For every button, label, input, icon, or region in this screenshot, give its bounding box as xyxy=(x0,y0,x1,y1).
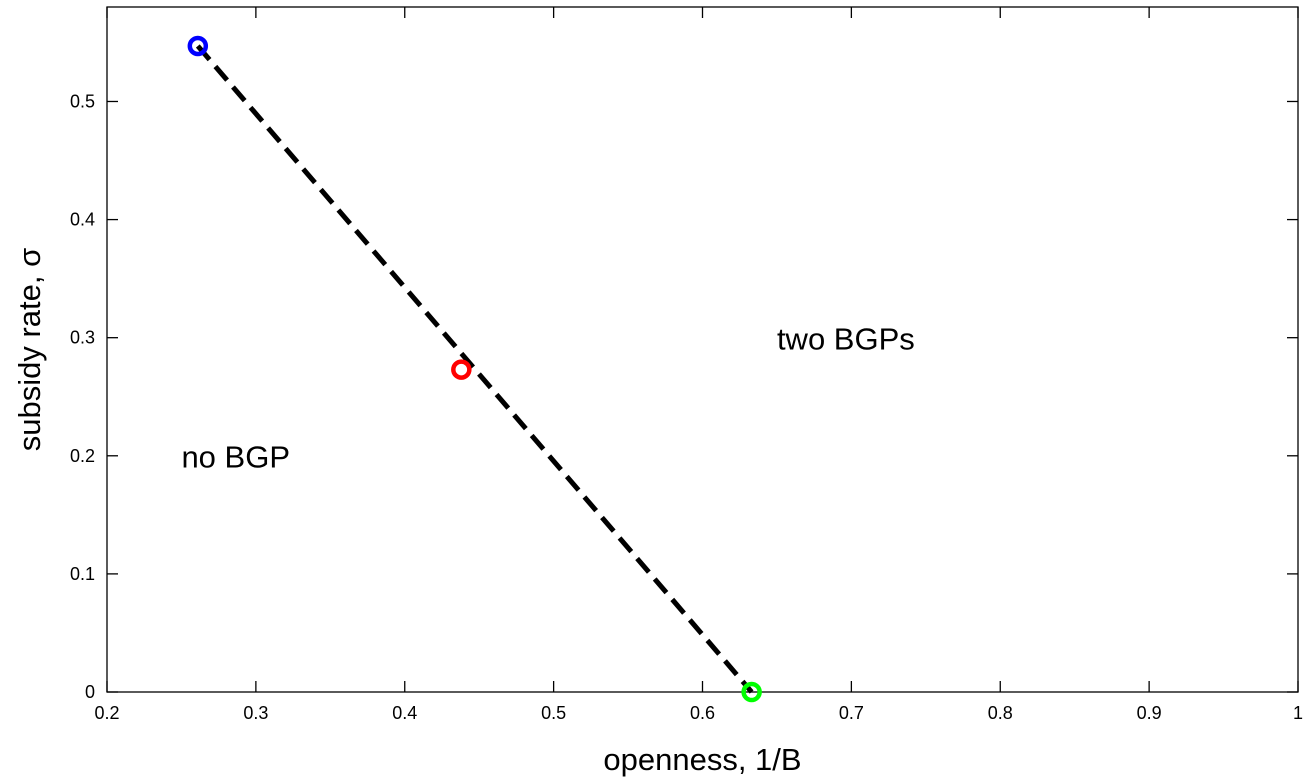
y-axis-label: subsidy rate, σ xyxy=(12,248,47,452)
x-tick-label: 0.4 xyxy=(392,703,417,723)
x-tick-label: 0.6 xyxy=(690,703,715,723)
x-axis-label: openness, 1/B xyxy=(603,742,801,777)
y-tick-label: 0.5 xyxy=(70,91,95,111)
marker-layer xyxy=(187,35,762,703)
y-tick-label: 0.2 xyxy=(70,446,95,466)
x-tick-label: 0.9 xyxy=(1137,703,1162,723)
plot-frame xyxy=(106,6,1299,693)
x-tick-label: 0.8 xyxy=(988,703,1013,723)
x-tick-label: 0.2 xyxy=(94,703,119,723)
data-point-marker xyxy=(451,359,472,380)
data-point-marker xyxy=(187,35,209,57)
region-annotation: no BGP xyxy=(181,440,290,475)
y-tick-label: 0.3 xyxy=(70,328,95,348)
x-tick-label: 1 xyxy=(1293,703,1303,723)
series-layer xyxy=(195,44,754,694)
x-tick-label: 0.5 xyxy=(541,703,566,723)
series-line xyxy=(195,44,754,694)
y-tick-label: 0.4 xyxy=(70,210,95,230)
region-annotation: two BGPs xyxy=(777,322,915,357)
annotation-layer: two BGPs no BGP xyxy=(181,322,914,475)
ticks-layer: 0.2 0.3 0.4 0.5 0.6 0.7 0.8 0.9 1 0 0.1 0.2 0.3 0.4 0.… xyxy=(70,7,1303,723)
y-tick-label: 0.1 xyxy=(70,564,95,584)
data-point-marker xyxy=(741,681,762,703)
x-tick-label: 0.3 xyxy=(243,703,268,723)
y-tick-label: 0 xyxy=(85,682,95,702)
x-tick-label: 0.7 xyxy=(839,703,864,723)
